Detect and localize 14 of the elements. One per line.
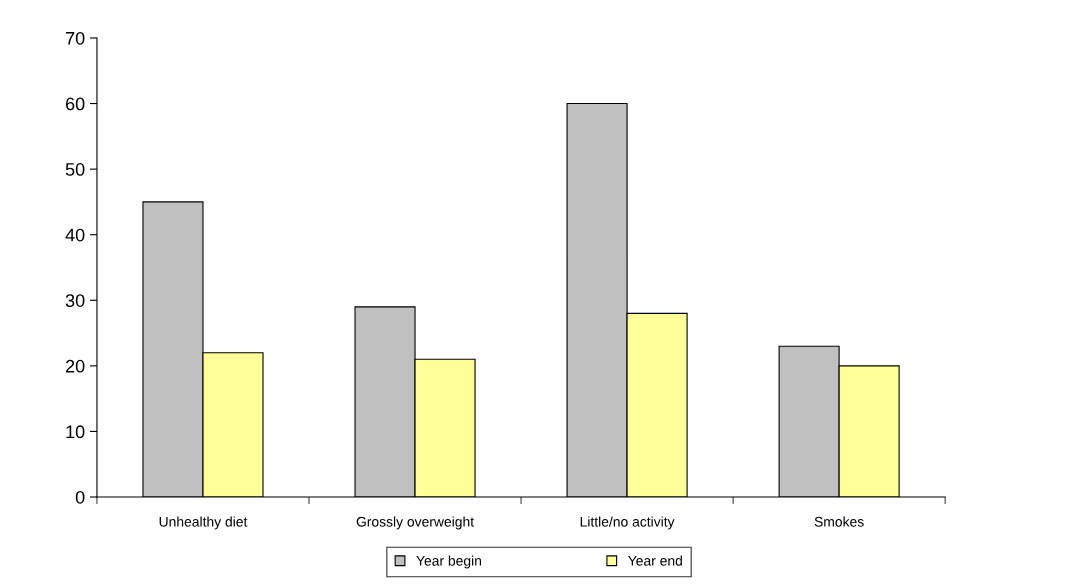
x-tick-label: Little/no activity <box>580 516 675 530</box>
y-tick-label: 70 <box>66 31 85 45</box>
y-tick-label: 40 <box>65 228 85 242</box>
y-tick-label: 60 <box>66 97 85 111</box>
y-tick-label: 30 <box>65 294 85 307</box>
y-tick-label: 10 <box>66 425 85 439</box>
y-tick-label: 20 <box>65 359 85 373</box>
x-tick-label: Grossly overweight <box>356 516 474 530</box>
legend-label: Year end <box>628 555 682 566</box>
y-tick-label: 50 <box>65 163 85 176</box>
y-tick-label: 0 <box>75 490 85 504</box>
legend-label: Year begin <box>416 555 482 569</box>
x-tick-label: Smokes <box>814 516 864 527</box>
x-tick-label: Unhealthy diet <box>159 516 248 530</box>
